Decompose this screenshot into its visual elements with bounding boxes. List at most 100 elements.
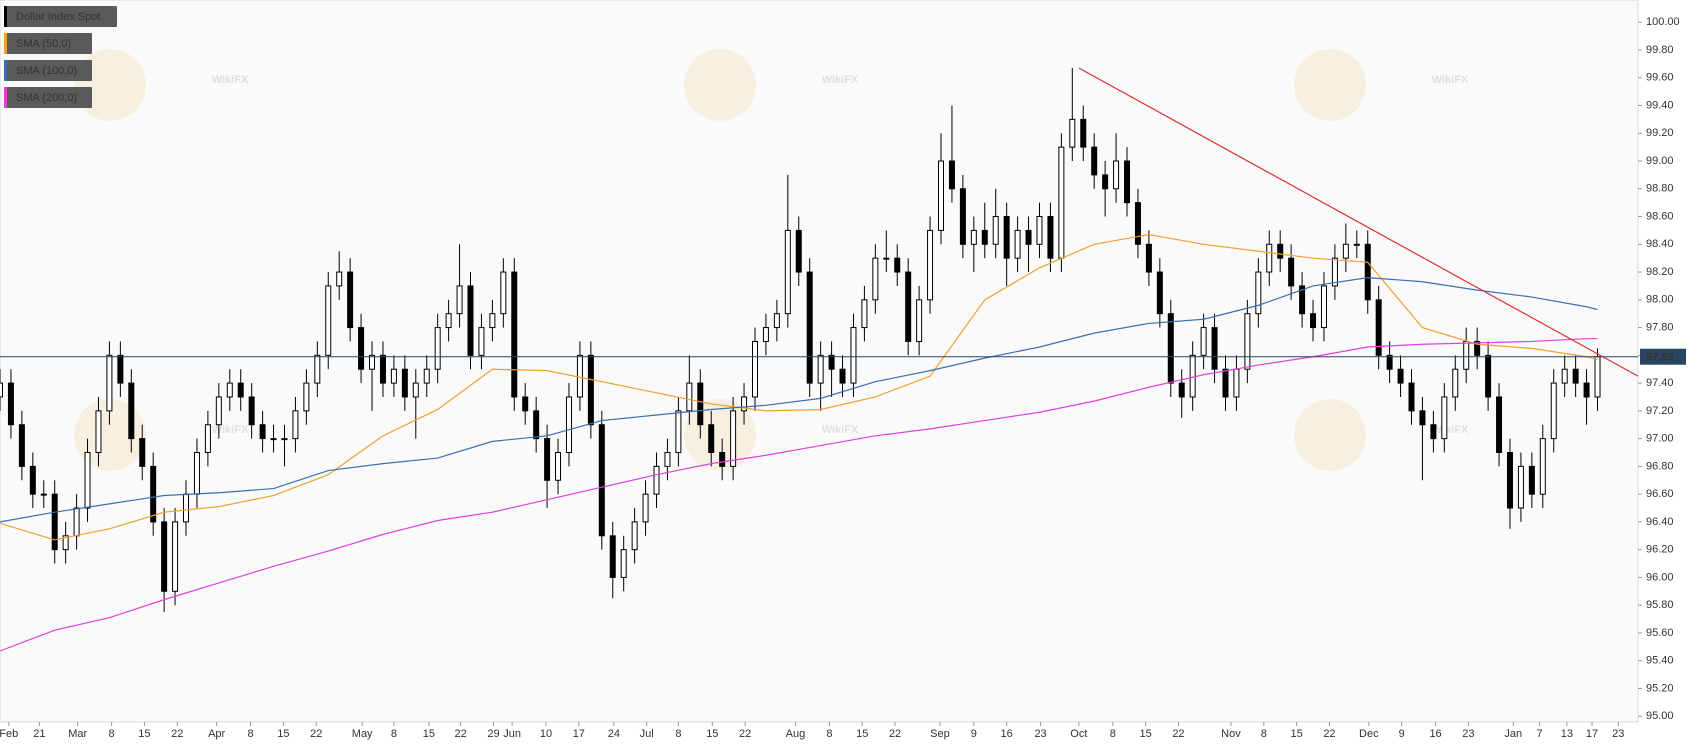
- x-tick-label: 8: [109, 728, 115, 740]
- candle-body: [1408, 382, 1415, 412]
- candle-body: [1430, 424, 1437, 440]
- candle-body: [106, 354, 113, 412]
- x-tick-label: 13: [1561, 728, 1573, 740]
- last-price-label: 97.59: [1646, 352, 1674, 364]
- candle-body: [872, 257, 879, 301]
- candle-body: [1080, 118, 1087, 148]
- candle-body: [1572, 368, 1579, 384]
- y-tick-label: 96.40: [1646, 516, 1674, 528]
- candle-body: [894, 257, 901, 273]
- candle-body: [1200, 327, 1207, 356]
- candle-body: [1550, 382, 1557, 440]
- candle-body: [467, 285, 474, 356]
- candle-body: [358, 327, 365, 370]
- candle-body: [18, 424, 25, 467]
- legend-swatch: [4, 6, 7, 27]
- x-tick-label: 22: [310, 728, 322, 740]
- x-tick-label: 9: [1399, 728, 1405, 740]
- y-tick-label: 96.20: [1646, 544, 1674, 556]
- y-tick-label: 99.00: [1646, 155, 1674, 167]
- candle-body: [511, 271, 518, 398]
- x-tick-label: 8: [1261, 728, 1267, 740]
- y-tick-label: 98.80: [1646, 183, 1674, 195]
- candle-body: [1485, 354, 1492, 398]
- candle-body: [609, 535, 616, 578]
- candle-body: [719, 451, 726, 467]
- watermark-logo: [684, 49, 756, 121]
- candle-body: [1517, 465, 1524, 509]
- sma-line: [0, 233, 1598, 541]
- candle-body: [598, 424, 605, 537]
- candle-body: [1113, 160, 1120, 190]
- candle-body: [1244, 313, 1251, 370]
- candle-body: [62, 535, 69, 551]
- x-tick-label: 15: [423, 728, 435, 740]
- x-tick-label: 24: [608, 728, 620, 740]
- candle-body: [1320, 285, 1327, 329]
- watermark: WikiFX: [1432, 424, 1469, 436]
- y-tick-label: 95.60: [1646, 627, 1674, 639]
- candle-body: [1047, 216, 1054, 259]
- candle-body: [1539, 438, 1546, 495]
- candle-body: [0, 382, 3, 398]
- x-tick-label: 15: [277, 728, 289, 740]
- x-tick-label: Oct: [1070, 728, 1087, 740]
- candle-body: [806, 271, 813, 384]
- x-tick-label: 23: [1462, 728, 1474, 740]
- candle-body: [161, 521, 168, 592]
- watermark-logo: [74, 399, 146, 471]
- candle-body: [1299, 285, 1306, 315]
- candle-body: [981, 229, 988, 245]
- candle-body: [1364, 243, 1371, 301]
- legend-swatch: [4, 33, 7, 54]
- y-tick-label: 98.00: [1646, 294, 1674, 306]
- candle-body: [336, 271, 343, 287]
- x-tick-label: Jun: [503, 728, 521, 740]
- candle-body: [850, 327, 857, 384]
- y-tick-label: 98.20: [1646, 266, 1674, 278]
- candle-body: [1561, 368, 1568, 384]
- candle-body: [948, 160, 955, 190]
- candle-body: [7, 382, 14, 426]
- candle-body: [303, 382, 310, 412]
- candle-body: [1441, 396, 1448, 440]
- candle-body: [1506, 451, 1513, 509]
- x-tick-label: 9: [971, 728, 977, 740]
- x-tick-label: Dec: [1359, 728, 1379, 740]
- legend-label: SMA (200,0): [16, 92, 77, 104]
- x-tick-label: Aug: [786, 728, 806, 740]
- candle-body: [620, 549, 627, 578]
- candle-body: [1386, 354, 1393, 370]
- legend-box: [4, 87, 92, 108]
- candle-body: [1211, 327, 1218, 370]
- candle-body: [773, 313, 780, 329]
- candle-body: [653, 465, 660, 495]
- y-tick-label: 99.80: [1646, 44, 1674, 56]
- legend-box: [4, 33, 92, 54]
- candle-body: [1167, 313, 1174, 384]
- candle-body: [916, 299, 923, 342]
- y-tick-label: 99.40: [1646, 99, 1674, 111]
- candle-body: [795, 229, 802, 273]
- candle-body: [248, 396, 255, 426]
- x-tick-label: Jul: [640, 728, 654, 740]
- y-tick-label: 96.60: [1646, 488, 1674, 500]
- candle-body: [1058, 146, 1065, 259]
- candle-body: [1496, 396, 1503, 453]
- candle-body: [576, 354, 583, 398]
- candle-body: [423, 368, 430, 384]
- legend-label: SMA (100,0): [16, 65, 77, 77]
- candle-body: [1145, 243, 1152, 273]
- y-tick-label: 95.00: [1646, 710, 1674, 722]
- candle-body: [1266, 243, 1273, 273]
- legend-label: SMA (50,0): [16, 38, 71, 50]
- candle-body: [741, 396, 748, 412]
- candle-body: [478, 327, 485, 356]
- x-tick-label: 22: [889, 728, 901, 740]
- x-tick-label: 22: [455, 728, 467, 740]
- candle-body: [970, 229, 977, 245]
- candle-body: [401, 368, 408, 398]
- candle-body: [1025, 229, 1032, 245]
- candle-body: [292, 410, 299, 440]
